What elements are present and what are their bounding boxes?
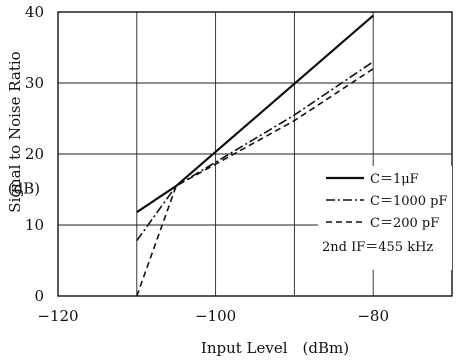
if-annotation: 2nd IF＝455 kHz — [322, 240, 433, 255]
grid — [58, 12, 452, 296]
x-tick-label: −100 — [195, 307, 236, 325]
plot-area — [57, 11, 453, 297]
legend-label-1: C＝1μF — [370, 172, 419, 187]
y-tick-label: 40 — [25, 3, 44, 21]
legend-label-3: C＝200 pF — [370, 216, 439, 231]
x-tick-label: −120 — [37, 307, 78, 325]
y-tick-label: 0 — [34, 287, 44, 305]
y-tick-label: 30 — [25, 74, 44, 92]
x-tick-label: −80 — [357, 307, 389, 325]
series-line-3 — [136, 68, 374, 297]
legend-label-2: C＝1000 pF — [370, 194, 448, 209]
y-axis-unit: (dB) — [8, 180, 40, 198]
series-line-2 — [136, 61, 374, 242]
y-axis-label: Signal to Noise Ratio — [6, 51, 24, 212]
legend-box — [318, 166, 452, 270]
tick-labels: 0 10 20 30 40 −120 −100 −80 — [25, 3, 389, 325]
series-line-1 — [136, 14, 374, 214]
series-lines — [136, 14, 374, 297]
legend: C＝1μF C＝1000 pF C＝200 pF 2nd IF＝455 kHz — [318, 166, 452, 270]
y-tick-label: 10 — [25, 216, 44, 234]
y-tick-label: 20 — [25, 145, 44, 163]
x-axis-label: Input Level (dBm) — [201, 339, 349, 357]
